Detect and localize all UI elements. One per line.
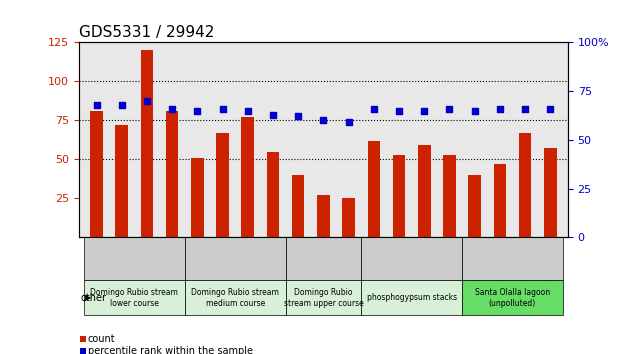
Point (318, 118, 328, 123)
FancyBboxPatch shape (462, 237, 563, 280)
Point (218, 106, 228, 112)
Point (192, 108, 203, 113)
Point (469, 108, 480, 113)
Point (419, 108, 429, 113)
Text: count: count (88, 334, 115, 344)
Bar (342, 198, 355, 237)
Bar (115, 125, 128, 237)
FancyBboxPatch shape (462, 280, 563, 315)
Point (394, 108, 404, 113)
FancyBboxPatch shape (185, 237, 286, 280)
Bar (80, 336, 86, 342)
Point (142, 98, 152, 104)
FancyBboxPatch shape (185, 280, 286, 315)
Point (343, 120, 353, 125)
Point (167, 106, 177, 112)
Bar (292, 175, 305, 237)
FancyBboxPatch shape (84, 280, 185, 315)
Bar (267, 152, 280, 237)
Point (495, 106, 505, 112)
Text: Domingo Rubio stream
lower course: Domingo Rubio stream lower course (90, 288, 179, 308)
Bar (443, 155, 456, 237)
Text: Domingo Rubio stream
medium course: Domingo Rubio stream medium course (191, 288, 279, 308)
Bar (166, 111, 179, 237)
Point (268, 112, 278, 118)
Point (545, 106, 555, 112)
Point (444, 106, 454, 112)
Bar (493, 164, 506, 237)
Text: Domingo Rubio
stream upper course: Domingo Rubio stream upper course (283, 288, 363, 308)
Bar (544, 148, 557, 237)
FancyBboxPatch shape (84, 237, 185, 280)
Bar (317, 195, 329, 237)
Point (520, 106, 530, 112)
FancyBboxPatch shape (286, 237, 361, 280)
Bar (80, 348, 86, 354)
Bar (519, 133, 531, 237)
Bar (242, 117, 254, 237)
Point (91, 102, 102, 108)
Bar (191, 158, 204, 237)
Bar (468, 175, 481, 237)
Bar (90, 111, 103, 237)
Point (293, 114, 304, 119)
Bar (392, 155, 405, 237)
Text: percentile rank within the sample: percentile rank within the sample (88, 346, 252, 354)
FancyBboxPatch shape (286, 280, 361, 315)
Text: Santa Olalla lagoon
(unpolluted): Santa Olalla lagoon (unpolluted) (475, 288, 550, 308)
Text: other: other (80, 293, 106, 303)
Point (117, 102, 127, 108)
Bar (418, 145, 430, 237)
Bar (141, 50, 153, 237)
Text: GDS5331 / 29942: GDS5331 / 29942 (79, 25, 215, 40)
Bar (367, 141, 380, 237)
Text: phosphogypsum stacks: phosphogypsum stacks (367, 293, 457, 302)
FancyBboxPatch shape (361, 280, 462, 315)
Point (243, 108, 253, 113)
FancyBboxPatch shape (361, 237, 462, 280)
Point (369, 106, 379, 112)
Bar (216, 133, 229, 237)
